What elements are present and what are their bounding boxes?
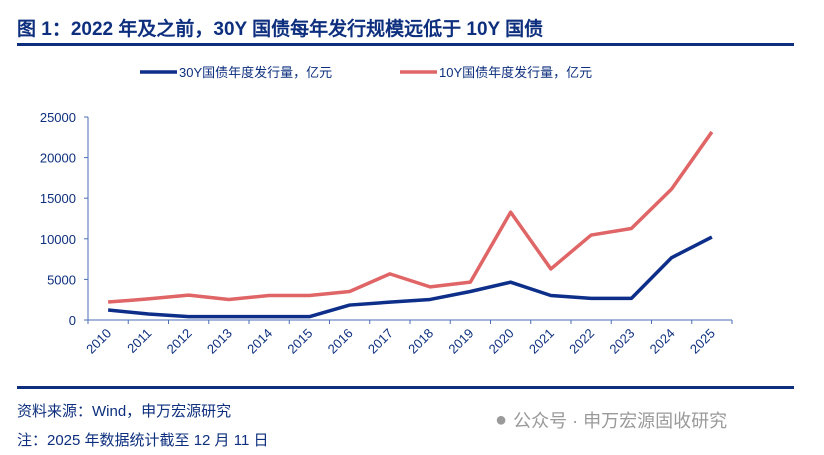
x-tick-label: 2014 xyxy=(244,326,275,357)
footer-rule xyxy=(17,386,794,389)
x-tick-label: 2016 xyxy=(325,326,356,357)
note-text: 注：2025 年数据统计截至 12 月 11 日 xyxy=(17,432,269,449)
watermark-text: 公众号 · 申万宏源固收研究 xyxy=(513,411,728,431)
x-tick-label: 2023 xyxy=(606,326,637,357)
x-tick-label: 2025 xyxy=(687,326,718,357)
x-tick-label: 2012 xyxy=(164,326,195,357)
y-tick-label: 15000 xyxy=(40,191,76,206)
y-tick-label: 5000 xyxy=(47,272,76,287)
y-tick-label: 0 xyxy=(69,313,76,328)
x-tick-label: 2010 xyxy=(83,326,114,357)
y-tick-label: 10000 xyxy=(40,232,76,247)
legend-label: 10Y国债年度发行量，亿元 xyxy=(439,65,592,80)
figure-title: 图 1：2022 年及之前，30Y 国债每年发行规模远低于 10Y 国债 xyxy=(17,19,544,40)
wechat-icon: ● xyxy=(495,408,508,431)
x-tick-label: 2015 xyxy=(284,326,315,357)
x-tick-label: 2017 xyxy=(365,326,396,357)
y-tick-label: 20000 xyxy=(40,151,76,166)
x-tick-label: 2021 xyxy=(526,326,557,357)
series-line-30y xyxy=(107,235,713,319)
x-tick-label: 2022 xyxy=(566,326,597,357)
y-tick-label: 25000 xyxy=(40,110,76,125)
title-rule xyxy=(17,43,794,46)
x-tick-label: 2013 xyxy=(204,326,235,357)
watermark: ● 公众号 · 申万宏源固收研究 xyxy=(495,407,727,433)
x-tick-label: 2011 xyxy=(124,326,154,356)
x-tick-label: 2024 xyxy=(647,326,678,357)
x-tick-label: 2020 xyxy=(486,326,517,357)
x-tick-label: 2019 xyxy=(445,326,476,357)
legend-label: 30Y国债年度发行量，亿元 xyxy=(179,65,332,80)
x-tick-label: 2018 xyxy=(405,326,436,357)
source-text: 资料来源：Wind，申万宏源研究 xyxy=(17,403,232,420)
series-line-10y xyxy=(107,130,714,304)
